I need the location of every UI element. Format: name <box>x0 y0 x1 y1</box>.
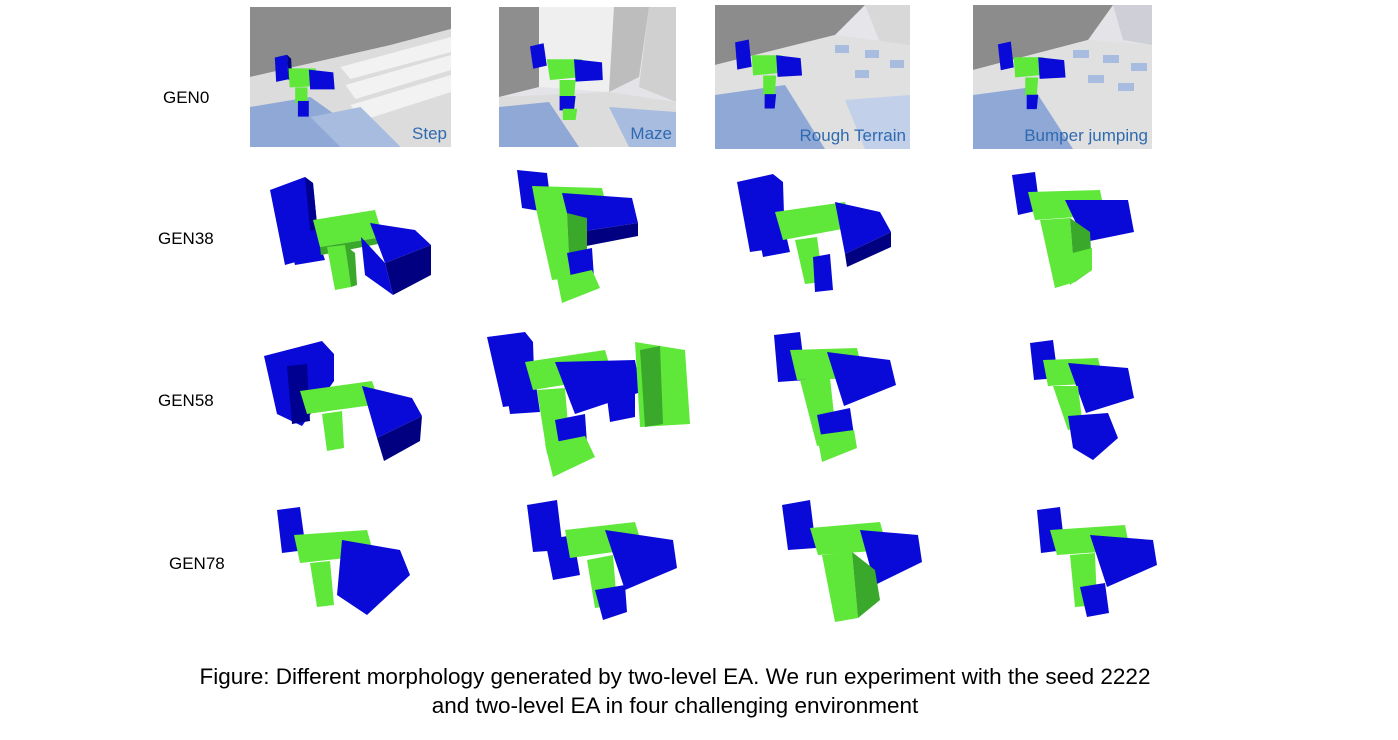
caption-line-2: and two-level EA in four challenging env… <box>431 693 919 718</box>
morphology-gen78-maze <box>525 500 680 622</box>
row-label-gen78: GEN78 <box>169 554 225 573</box>
env-label-bumper-jumping: Bumper jumping <box>1024 126 1148 145</box>
row-label-gen0: GEN0 <box>163 88 210 107</box>
figure-caption: Figure: Different morphology generated b… <box>0 662 1350 720</box>
morphology-gen38-bumper-jumping <box>1010 170 1140 295</box>
morphology-gen58-maze <box>485 332 695 480</box>
robot-gen0-bumper-jumping <box>992 40 1070 112</box>
caption-line-1: Figure: Different morphology generated b… <box>199 664 1151 689</box>
env-label-maze: Maze <box>630 124 672 143</box>
morphology-gen58-step <box>262 336 427 461</box>
morphology-gen78-rough-terrain <box>780 500 925 625</box>
row-label-gen38: GEN38 <box>158 229 214 248</box>
morphology-gen58-rough-terrain <box>772 330 897 465</box>
morphology-gen38-step <box>265 175 435 300</box>
morphology-gen38-rough-terrain <box>735 172 895 294</box>
morphology-gen58-bumper-jumping <box>1028 338 1136 463</box>
env-panel-bumper-jumping: Bumper jumping <box>973 5 1152 149</box>
env-label-step: Step <box>412 124 447 143</box>
env-panel-step: Step <box>250 7 451 147</box>
robot-gen0-maze <box>526 40 606 120</box>
env-label-rough-terrain: Rough Terrain <box>799 126 906 145</box>
morphology-gen78-step <box>272 505 412 617</box>
morphology-gen78-bumper-jumping <box>1035 505 1160 623</box>
env-panel-maze: Maze <box>499 7 676 147</box>
row-label-gen58: GEN58 <box>158 391 214 410</box>
env-panel-rough-terrain: Rough Terrain <box>715 5 910 149</box>
morphology-gen38-maze <box>512 168 642 308</box>
robot-gen0-step <box>268 52 336 120</box>
robot-gen0-rough-terrain <box>730 38 805 110</box>
